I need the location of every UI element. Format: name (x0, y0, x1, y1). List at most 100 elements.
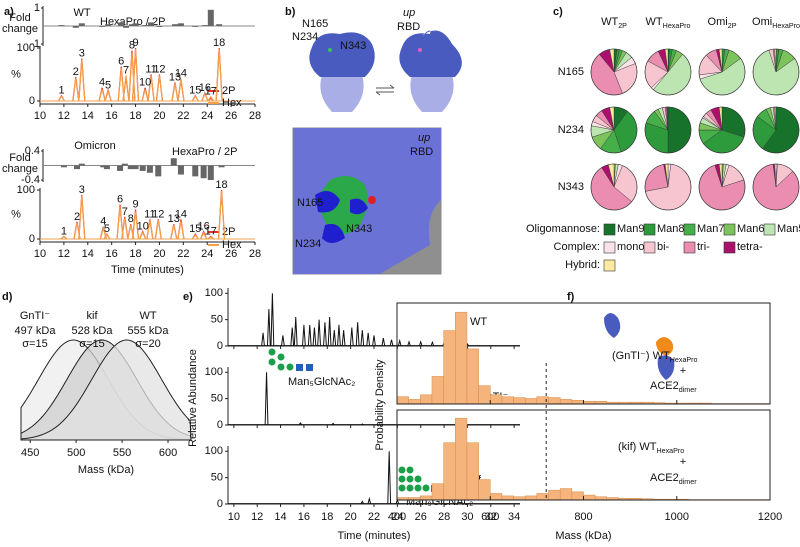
equilibrium-arrow (375, 84, 395, 96)
histogram-bar (431, 376, 444, 405)
panel-label: c) (553, 6, 563, 18)
glycan-icon (268, 348, 313, 371)
peak-label: 6 (118, 55, 124, 67)
distribution (20, 339, 192, 441)
spike-head (309, 32, 375, 77)
peak (367, 496, 372, 505)
histogram-bar (524, 398, 538, 405)
histogram-bar (466, 442, 479, 501)
histogram-bar (513, 397, 526, 405)
peak (103, 233, 111, 240)
fold-bar (100, 165, 107, 168)
peak (215, 49, 223, 102)
legend-swatch (603, 241, 616, 254)
fold-bar (207, 165, 214, 180)
x-tick-label: 14 (274, 511, 286, 523)
legend-group-label: Oligomannose: (526, 223, 600, 235)
peak (146, 220, 154, 240)
peak (366, 332, 371, 347)
peak-label: 6 (117, 194, 123, 206)
fold-bar (132, 23, 139, 26)
fold-bar (216, 24, 223, 26)
histogram-bar (501, 396, 514, 405)
histogram-bar (559, 399, 573, 405)
fold-bar (78, 163, 85, 166)
x-tick-label: 18 (129, 110, 141, 122)
peak (98, 89, 106, 102)
peak-label: 12 (152, 208, 164, 220)
peak (307, 324, 312, 347)
x-tick-label: 22 (177, 110, 189, 122)
pie-outline (644, 48, 692, 96)
legend-swatch (603, 259, 616, 272)
histogram-bar (536, 493, 549, 501)
protein-icon (656, 337, 674, 356)
peak-label: 11 (145, 63, 156, 75)
peak (270, 293, 275, 347)
spike-illustration (268, 30, 675, 492)
fold-axis-label: change (2, 23, 38, 35)
pie-outline (698, 48, 746, 96)
legend-swatch (723, 223, 736, 236)
fold-bar (170, 158, 177, 166)
fold-bar (139, 165, 146, 171)
pie-outline (644, 163, 692, 211)
peak (116, 206, 124, 240)
peak (131, 49, 140, 102)
fold-bar (142, 25, 149, 26)
peak (99, 225, 107, 240)
peak (397, 338, 402, 347)
peak (155, 75, 164, 102)
state-label: RBD (410, 146, 433, 158)
glycan-surface (315, 191, 368, 243)
glycan-site (328, 48, 332, 52)
column-header: WT2P (601, 16, 627, 30)
state-label: RBD (397, 21, 420, 33)
fold-bar (218, 165, 225, 168)
y-tick-label: 50 (211, 472, 223, 484)
glycan-label: Man₅GlcNAc₂ (288, 376, 355, 388)
glycan-site (418, 48, 422, 52)
fold-bar (146, 165, 153, 173)
histogram-bar (490, 394, 503, 405)
peak-label: 8 (128, 213, 134, 225)
x-tick-label: 24 (391, 511, 403, 523)
peak (355, 322, 360, 347)
glycan-surface (315, 176, 368, 235)
fold-bar (72, 26, 79, 28)
y-tick-label: 0 (217, 340, 223, 352)
partner-label-part: dimer (679, 478, 697, 486)
pie-outline (752, 106, 800, 154)
sample-label-part: (kif) WT (618, 441, 657, 453)
peak (117, 68, 125, 102)
legend-group-label: Complex: (554, 241, 600, 253)
legend-swatch (763, 223, 776, 236)
legend-label: Hex (222, 239, 242, 251)
y-tick-label: 100 (205, 287, 223, 299)
x-tick-label: 20 (153, 110, 165, 122)
y-tick-label: 0 (29, 95, 35, 107)
x-tick-label: 14 (82, 248, 94, 260)
x-tick-label: 16 (106, 110, 118, 122)
x-tick-label: 32 (485, 511, 497, 523)
y-tick-label: 100 (205, 445, 223, 457)
y-tick-label: 50 (211, 393, 223, 405)
fold-bar (192, 26, 199, 27)
pie-outline (590, 48, 638, 96)
x-tick-label: 24 (201, 110, 213, 122)
peak-label: 1 (58, 85, 64, 97)
column-header-part: 2P (728, 22, 737, 30)
peak (430, 340, 435, 347)
histogram-bar (501, 495, 514, 501)
peak-label: 13 (168, 213, 180, 225)
series-label: kif (87, 310, 99, 322)
fold-bar (127, 165, 134, 170)
x-tick-label: 30 (461, 511, 473, 523)
peak-label: 4 (99, 77, 105, 89)
site-label: N165 (302, 18, 328, 30)
peak (139, 231, 147, 240)
peak-label: 10 (139, 77, 151, 89)
x-tick-label: 26 (225, 110, 237, 122)
peak (58, 95, 65, 102)
peak (177, 78, 185, 102)
